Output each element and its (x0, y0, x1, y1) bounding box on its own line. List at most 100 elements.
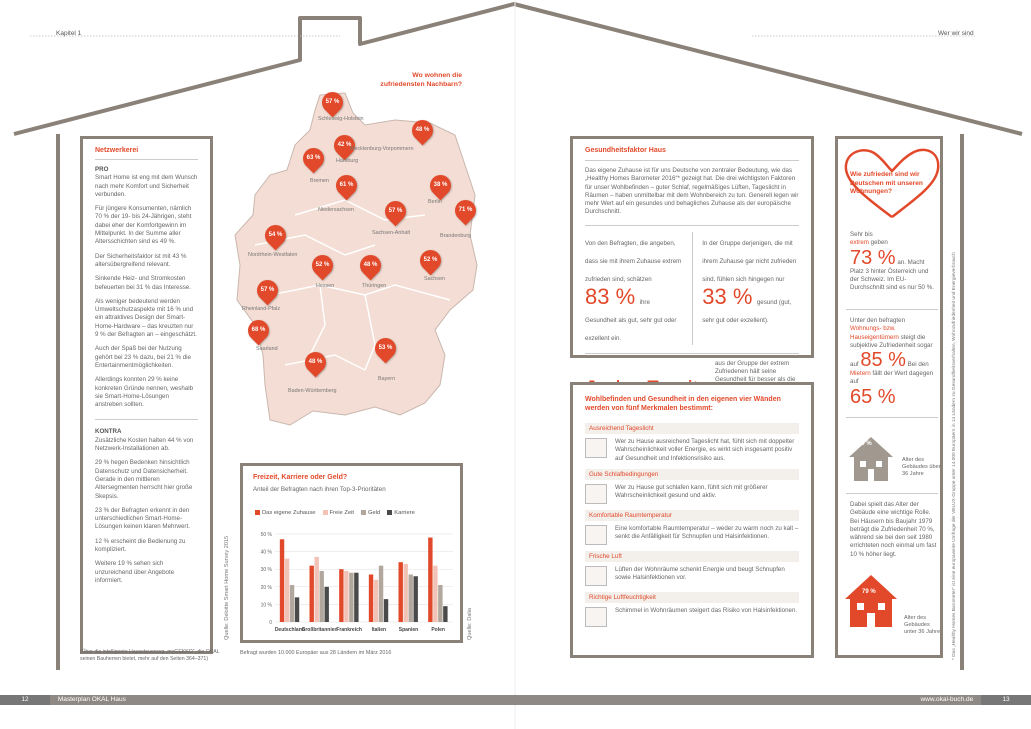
kontra-paragraph: Zusätzliche Kosten halten 44 % von Netzw… (95, 436, 194, 453)
y-tick-label: 30 % (261, 567, 273, 573)
germany-map (234, 92, 478, 426)
bar (443, 606, 448, 622)
feature-text: Wer zu Hause gut schlafen kann, fühlt si… (615, 483, 768, 500)
map-pin: 53 % (370, 333, 401, 364)
map-pin: 57 % (252, 275, 283, 306)
map-pin: 57 % (317, 87, 348, 118)
stat-left: Von den Befragten, die angeben, dass sie… (585, 239, 682, 342)
map-pin: 68 % (243, 315, 274, 346)
map-pin: 61 % (331, 170, 362, 201)
bar (438, 585, 443, 622)
chart-legend: Das eigene Zuhause Freie Zeit Geld Karriere (255, 510, 422, 516)
map-pin: 48 % (407, 115, 438, 146)
kontra-paragraph: 29 % hegen Bedenken hinsichtlich Datensc… (95, 459, 193, 500)
map-region-label: Berlin (428, 199, 442, 205)
map-region-label: Thüringen (362, 283, 387, 289)
kontra-label: KONTRA (95, 428, 122, 436)
stat-65: 65 % (850, 385, 896, 408)
zufrieden-title: Wie zufrieden sind wir Deutschen mit uns… (850, 171, 923, 195)
chart-footnote: Befragt wurden 10.000 Europäer aus 28 Lä… (240, 650, 392, 656)
chart-source-left: Quelle: Deloitte Smart Home Survey 2015 (224, 535, 230, 640)
gesundheit-title: Gesundheitsfaktor Haus (585, 147, 666, 154)
zufrieden-box: Wie zufrieden sind wir Deutschen mit uns… (835, 136, 943, 658)
pro-paragraph: Als weniger bedeutend werden Umweltschut… (95, 297, 197, 339)
y-tick-label: 40 % (261, 550, 273, 556)
bar (344, 570, 349, 622)
map-region-label: Hamburg (336, 158, 359, 164)
gesundheit-box: Gesundheitsfaktor Haus Das eigene Zuhaus… (570, 136, 814, 417)
pro-paragraph: Smart Home ist eng mit dem Wunsch nach m… (95, 174, 198, 198)
pro-paragraph: Für jüngere Konsumenten, nämlich 70 % de… (95, 205, 192, 246)
chart-title: Freizeit, Karriere oder Geld? (253, 474, 348, 481)
wohlbefinden-box: Wohlbefinden und Gesundheit in den eigen… (570, 382, 814, 658)
bar (354, 572, 359, 622)
myGEKKO-note: (Über die intelligente Haussteuerung „my… (80, 649, 220, 662)
house-new-label: Alter des Gebäudes unter 36 Jahre (904, 615, 941, 635)
section-label: Wer wir sind (938, 30, 974, 37)
feature-title: Ausreichend Tageslicht (585, 423, 799, 434)
chart-box: Freizeit, Karriere oder Geld? Anteil der… (240, 463, 463, 643)
feature-icon (585, 438, 607, 458)
map-region-label: Saarland (256, 346, 278, 352)
feature-title: Komfortable Raumtemperatur (585, 509, 799, 521)
bar (324, 586, 329, 622)
bar (314, 556, 319, 622)
map-region-label: Brandenburg (440, 233, 472, 239)
zufrieden-p2: Unter den befragten Wohnungs- bzw. Hause… (850, 317, 934, 408)
pro-paragraph: Sinkende Heiz- und Stromkosten befeuerte… (95, 275, 191, 291)
bar (378, 565, 384, 622)
map-pin: 38 % (425, 170, 456, 201)
y-tick-label: 50 % (261, 532, 273, 538)
chart-subtitle: Anteil der Befragten nach ihren Top-3-Pr… (253, 486, 386, 493)
house-new-pct: 79 % (862, 589, 876, 595)
bar (428, 537, 433, 622)
footer-left: 12 Masterplan OKAL Haus (0, 695, 515, 705)
feature-title: Frische Luft (585, 550, 799, 562)
map-region-label: Baden-Württemberg (288, 388, 337, 394)
bar (289, 585, 295, 622)
feature-text: Eine komfortable Raumtemperatur – weder … (615, 524, 799, 541)
legend-item: Karriere (387, 510, 415, 516)
y-tick-label: 10 % (261, 602, 273, 608)
bar (339, 569, 344, 622)
map-pin: 52 % (307, 250, 338, 281)
bar (349, 572, 354, 622)
stat-73: 73 % (850, 246, 896, 269)
feature-item: Gute Schlafbedingungen Wer zu Hause gut s… (585, 468, 799, 504)
bar-chart: 0 10 % 20 % 30 % 40 % 50 % DeutschlandGroßbrit… (261, 532, 453, 633)
bar (433, 565, 438, 622)
netzwerkerei-title: Netzwerkerei (95, 147, 139, 154)
netzwerkerei-box: Netzwerkerei PRO Smart Home ist eng mit … (80, 136, 213, 654)
bar (383, 599, 389, 622)
side-note: * Das „Healthy Homes Barometer“ ist eine… (952, 252, 957, 660)
bar (368, 574, 374, 622)
bar (284, 558, 290, 622)
bar (413, 576, 418, 622)
map-region-label: Schleswig-Holstein (318, 116, 364, 122)
map-region-label: Mecklenburg-Vorpommern (350, 146, 414, 152)
map-pin: 71 % (450, 195, 481, 226)
pro-label: PRO (95, 166, 109, 173)
map-pin: 48 % (355, 250, 386, 281)
zufrieden-p3: Dabei spielt das Alter der Gebäude eine … (850, 501, 937, 558)
feature-item: Ausreichend Tageslicht Wer zu Hause ausre… (585, 423, 799, 463)
bar (373, 579, 379, 622)
x-tick-label: Großbritannien (301, 627, 337, 633)
feature-item: Richtige Luftfeuchtigkeit Schimmel in Woh… (585, 591, 799, 627)
bar (319, 570, 324, 622)
feature-title: Richtige Luftfeuchtigkeit (585, 591, 799, 603)
kontra-paragraph: 12 % erscheint die Bedienung zu komplizi… (95, 537, 186, 553)
bar (403, 563, 408, 622)
kontra-paragraph: Weitere 19 % sehen sich unzureichend übe… (95, 560, 175, 584)
y-tick-label: 0 (269, 620, 272, 626)
feature-title: Gute Schlafbedingungen (585, 468, 799, 480)
map-region-label: Sachsen (424, 276, 445, 282)
footer-right: www.okal-buch.de 13 (515, 695, 1031, 705)
zufrieden-p1: Sehr bis extrem geben 73 % an. Macht Pla… (850, 231, 934, 292)
heart-icon (844, 148, 940, 219)
legend-item: Geld (360, 510, 380, 516)
x-tick-label: Frankreich (336, 627, 362, 633)
legend-item: Das eigene Zuhause (255, 510, 316, 516)
feature-icon (585, 483, 607, 504)
x-tick-label: Italien (372, 627, 386, 633)
